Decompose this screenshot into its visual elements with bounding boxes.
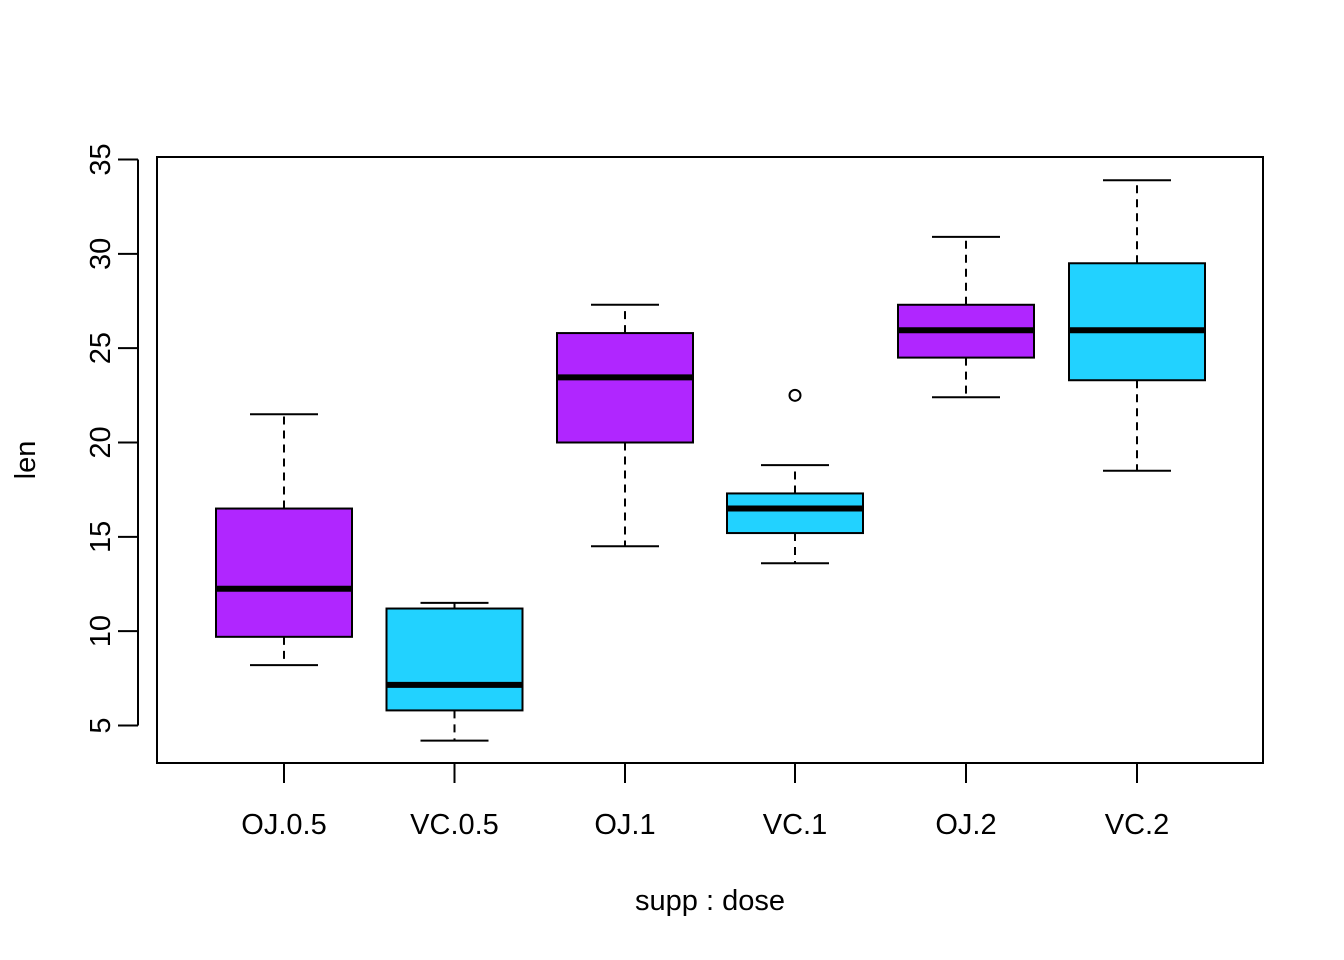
x-tick-label: VC.1 xyxy=(763,809,827,841)
y-tick-label: 25 xyxy=(85,332,117,364)
box-series xyxy=(215,179,1206,742)
y-axis-title: len xyxy=(10,441,42,480)
x-tick-label: VC.2 xyxy=(1105,809,1169,841)
box-body xyxy=(1068,262,1206,382)
x-tick-label: OJ.2 xyxy=(935,809,996,841)
box-oj-2 xyxy=(897,235,1035,399)
x-tick-label: OJ.0.5 xyxy=(241,809,326,841)
y-tick-label: 20 xyxy=(85,426,117,458)
box-vc-2 xyxy=(1068,179,1206,472)
box-oj-1 xyxy=(556,303,694,548)
box-body xyxy=(556,332,694,444)
box-body xyxy=(215,507,353,638)
box-body xyxy=(726,492,864,535)
y-tick-label: 15 xyxy=(85,521,117,553)
y-tick-label: 5 xyxy=(85,717,117,733)
x-tick-label: OJ.1 xyxy=(594,809,655,841)
y-tick-label: 35 xyxy=(85,143,117,175)
y-axis: 5 10 15 20 25 30 35 xyxy=(85,143,139,734)
x-tick-label: VC.0.5 xyxy=(410,809,499,841)
box-oj-0-5 xyxy=(215,413,353,667)
x-axis: OJ.0.5 VC.0.5 OJ.1 VC.1 OJ.2 VC.2 xyxy=(241,762,1169,841)
x-axis-title: supp : dose xyxy=(635,885,785,917)
box-vc-1 xyxy=(726,388,864,565)
outlier-point xyxy=(788,388,802,402)
box-vc-0-5 xyxy=(385,601,524,742)
y-tick-label: 10 xyxy=(85,615,117,647)
plot-frame xyxy=(156,156,1264,764)
y-tick-label: 30 xyxy=(85,238,117,270)
box-body xyxy=(385,607,524,712)
